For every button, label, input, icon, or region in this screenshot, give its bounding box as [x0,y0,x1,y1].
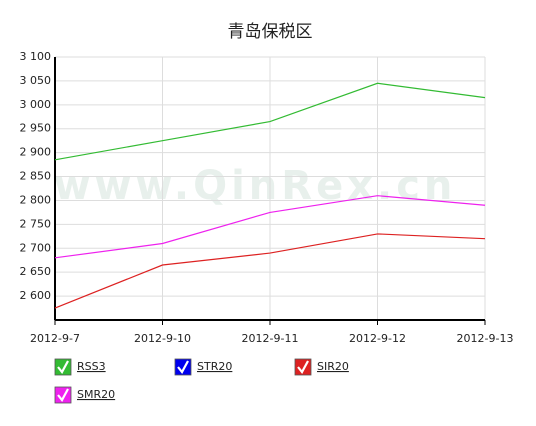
y-tick-label: 2 950 [20,122,52,135]
y-tick-label: 2 600 [20,289,52,302]
x-tick-label: 2012-9-10 [134,332,191,345]
check-mark [57,360,69,374]
legend-item[interactable]: RSS3 [54,358,106,376]
y-tick-label: 2 700 [20,241,52,254]
legend-item[interactable]: STR20 [174,358,232,376]
y-tick-label: 2 800 [20,193,52,206]
y-tick-label: 2 850 [20,170,52,183]
legend-label: RSS3 [77,360,106,373]
x-tick-label: 2012-9-13 [457,332,514,345]
legend-item[interactable]: SMR20 [54,386,115,404]
x-tick-label: 2012-9-7 [30,332,80,345]
series-line [54,195,486,259]
y-tick-label: 2 750 [20,217,52,230]
check-mark [297,360,309,374]
y-tick-label: 2 650 [20,265,52,278]
y-tick-label: 2 900 [20,146,52,159]
x-tick-label: 2012-9-11 [242,332,299,345]
x-tick-label: 2012-9-12 [349,332,406,345]
legend-label: SMR20 [77,388,115,401]
legend-label: SIR20 [317,360,349,373]
series-line [54,82,486,161]
y-tick-label: 3 050 [20,74,52,87]
check-mark [177,360,189,374]
y-tick-label: 3 100 [20,50,52,63]
check-mark [57,388,69,402]
series-line [54,233,486,309]
legend-label: STR20 [197,360,232,373]
y-tick-label: 3 000 [20,98,52,111]
watermark: www.QinRex.cn [54,163,457,209]
legend-item[interactable]: SIR20 [294,358,349,376]
chart-title: 青岛保税区 [228,22,313,42]
